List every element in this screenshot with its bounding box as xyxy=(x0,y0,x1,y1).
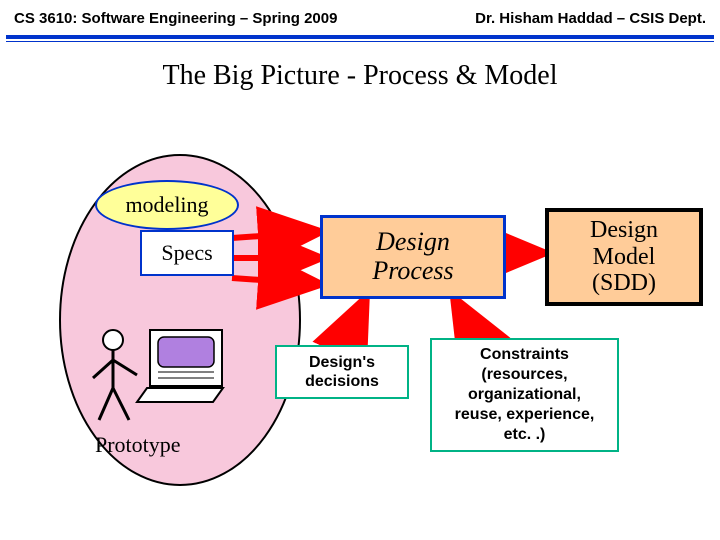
constraints-node: Constraints(resources,organizational,reu… xyxy=(430,338,619,452)
course-header-left: CS 3610: Software Engineering – Spring 2… xyxy=(14,10,337,27)
arrow-specs-to-process-1 xyxy=(232,232,318,238)
prototype-label: Prototype xyxy=(95,432,181,458)
header-rule xyxy=(6,35,714,39)
slide-title: The Big Picture - Process & Model xyxy=(0,60,720,92)
specs-node: Specs xyxy=(140,230,234,276)
design-model-node: DesignModel(SDD) xyxy=(545,208,703,306)
decisions-node: Design'sdecisions xyxy=(275,345,409,399)
design-process-node: DesignProcess xyxy=(320,215,506,299)
prototype-icon xyxy=(93,330,223,420)
course-header-right: Dr. Hisham Haddad – CSIS Dept. xyxy=(475,10,706,27)
arrow-constraints-to-process xyxy=(455,300,475,336)
modeling-node: modeling xyxy=(95,180,239,230)
header-rule-thin xyxy=(6,41,714,42)
arrow-specs-to-process-3 xyxy=(232,278,318,284)
arrow-decisions-to-process xyxy=(345,300,365,343)
